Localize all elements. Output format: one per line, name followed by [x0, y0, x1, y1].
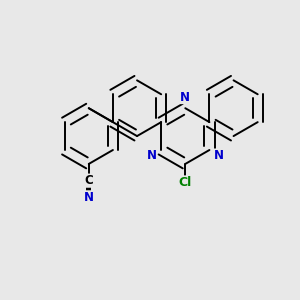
Text: N: N: [214, 149, 224, 162]
Text: N: N: [146, 149, 157, 162]
Text: N: N: [84, 191, 94, 204]
Text: Cl: Cl: [179, 176, 192, 189]
Text: N: N: [180, 91, 190, 103]
Text: C: C: [84, 174, 93, 187]
